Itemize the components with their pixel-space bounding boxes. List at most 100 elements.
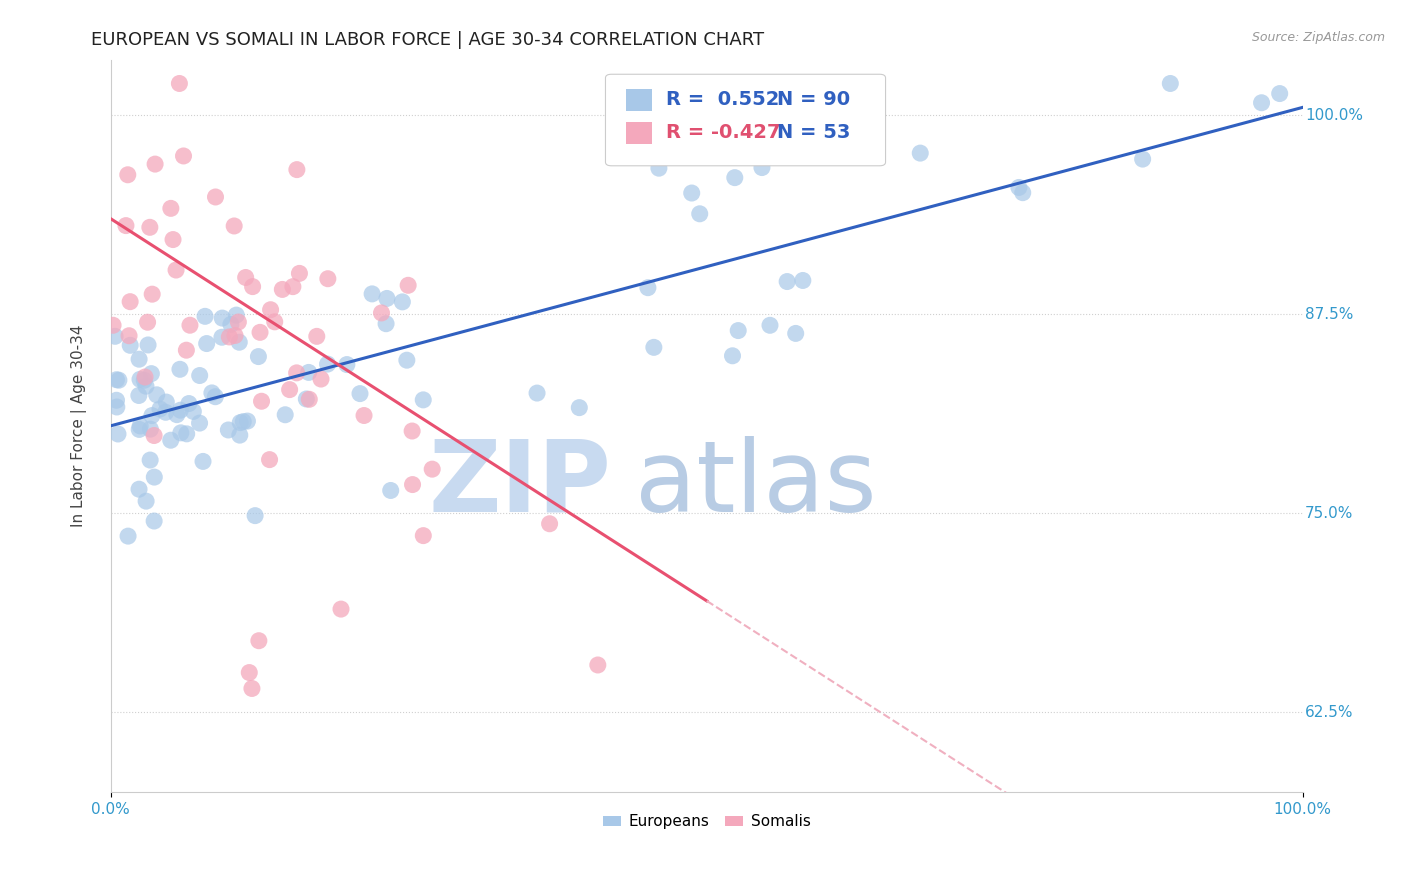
Point: [139, 422, 162, 436]
Point: [330, 602, 353, 616]
Point: [145, 388, 167, 402]
Point: [143, 470, 166, 484]
Point: [721, 349, 744, 363]
Point: [250, 394, 273, 409]
Point: [751, 161, 773, 175]
Point: [101, 318, 124, 333]
Point: [191, 454, 214, 468]
Text: R = -0.427: R = -0.427: [666, 123, 780, 143]
Point: [105, 393, 128, 408]
Point: [568, 401, 591, 415]
Point: [375, 317, 398, 331]
FancyBboxPatch shape: [626, 89, 652, 111]
Point: [120, 294, 142, 309]
Point: [228, 335, 250, 350]
Point: [120, 338, 142, 352]
Point: [538, 516, 561, 531]
Point: [225, 308, 247, 322]
Point: [166, 408, 188, 422]
Point: [1008, 180, 1031, 194]
Point: [375, 292, 398, 306]
Point: [305, 329, 328, 343]
Point: [162, 233, 184, 247]
Point: [361, 286, 384, 301]
Point: [155, 395, 177, 409]
Point: [219, 318, 242, 332]
Point: [249, 326, 271, 340]
Point: [128, 388, 150, 402]
Point: [136, 315, 159, 329]
Point: [118, 328, 141, 343]
Point: [259, 302, 281, 317]
Point: [194, 310, 217, 324]
Text: 100.0%: 100.0%: [1305, 108, 1362, 123]
Point: [169, 77, 191, 91]
Point: [176, 343, 198, 358]
Text: atlas: atlas: [636, 436, 877, 533]
Point: [159, 434, 181, 448]
Point: [135, 379, 157, 393]
Point: [134, 370, 156, 384]
Point: [1132, 152, 1154, 166]
Text: EUROPEAN VS SOMALI IN LABOR FORCE | AGE 30-34 CORRELATION CHART: EUROPEAN VS SOMALI IN LABOR FORCE | AGE …: [91, 31, 765, 49]
Text: 87.5%: 87.5%: [1305, 307, 1354, 322]
Point: [370, 306, 392, 320]
Point: [107, 427, 129, 442]
Point: [129, 372, 152, 386]
Point: [412, 392, 434, 407]
Point: [278, 383, 301, 397]
Point: [149, 402, 172, 417]
Point: [648, 161, 671, 176]
Point: [235, 270, 257, 285]
Text: Source: ZipAtlas.com: Source: ZipAtlas.com: [1251, 31, 1385, 45]
Point: [179, 318, 201, 333]
Point: [285, 366, 308, 380]
Point: [117, 168, 139, 182]
Point: [136, 338, 159, 352]
Point: [643, 340, 665, 354]
Point: [243, 508, 266, 523]
Point: [108, 373, 131, 387]
Point: [391, 294, 413, 309]
Point: [232, 415, 254, 429]
Point: [776, 275, 799, 289]
Point: [211, 330, 233, 344]
Point: [160, 202, 183, 216]
Point: [247, 633, 270, 648]
Point: [229, 428, 252, 442]
Point: [401, 477, 423, 491]
Point: [298, 392, 321, 407]
Point: [759, 318, 782, 333]
Point: [395, 353, 418, 368]
Point: [285, 162, 308, 177]
Point: [170, 425, 193, 440]
Point: [353, 409, 375, 423]
Point: [1268, 87, 1291, 101]
Point: [195, 336, 218, 351]
Point: [689, 207, 711, 221]
Point: [141, 367, 163, 381]
Point: [236, 414, 259, 428]
Point: [183, 404, 205, 418]
Point: [240, 681, 263, 696]
Point: [274, 408, 297, 422]
Point: [1011, 186, 1033, 200]
Text: N = 53: N = 53: [778, 123, 851, 143]
Point: [201, 385, 224, 400]
Point: [176, 426, 198, 441]
Point: [380, 483, 402, 498]
Point: [910, 146, 932, 161]
Text: 75.0%: 75.0%: [1305, 506, 1354, 521]
Y-axis label: In Labor Force | Age 30-34: In Labor Force | Age 30-34: [72, 325, 87, 527]
Point: [271, 282, 294, 296]
Point: [128, 482, 150, 496]
Point: [637, 281, 659, 295]
Point: [349, 386, 371, 401]
Point: [204, 190, 226, 204]
Point: [247, 350, 270, 364]
Point: [139, 220, 162, 235]
Point: [336, 358, 359, 372]
Point: [238, 665, 260, 680]
Point: [105, 400, 128, 414]
Point: [141, 287, 163, 301]
